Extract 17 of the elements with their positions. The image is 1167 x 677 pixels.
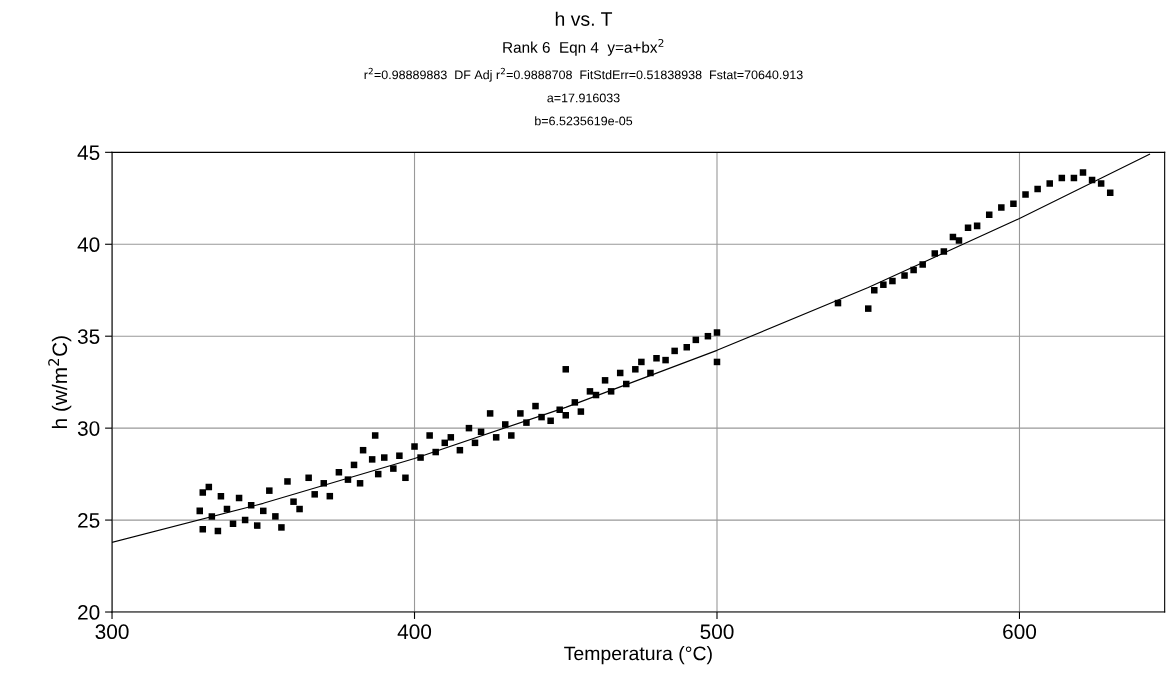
y-tick-label: 35 (77, 329, 100, 344)
x-tick-label: 300 (95, 624, 129, 640)
text: r$^{2}$=0.98889883 DF Adj r$^{2}$=0.9888708 FitStdErr=0.51838938 Fstat=70640.913 (364, 67, 803, 82)
y-tick-label: 45 (77, 145, 100, 161)
x-axis-title: Temperatura (°C) (564, 646, 712, 665)
x-tick-label: 600 (1003, 624, 1037, 640)
y-tick-label: 40 (77, 237, 100, 253)
chart-subtitle: Rank 6 Eqn 4 y=a+bx$^{2}$ (503, 38, 664, 56)
y-tick-label: 25 (78, 513, 100, 528)
text: b=6.5235619e-05 (535, 116, 633, 126)
x-tick-label: 400 (397, 624, 432, 640)
x-tick-label: 500 (700, 624, 734, 640)
text: a=17.916033 (547, 93, 620, 103)
y-axis-title: h (w/m$^{2}$C) (48, 336, 72, 429)
y-tick-label: 20 (78, 605, 100, 620)
chart-title: h vs. T (555, 11, 613, 26)
y-tick-label: 30 (77, 421, 100, 436)
